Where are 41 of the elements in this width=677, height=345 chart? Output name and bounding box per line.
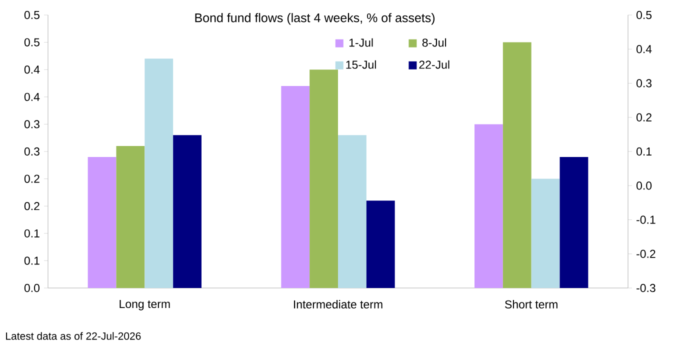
y2-tick-label: 0.4 xyxy=(636,45,652,54)
y2-tick-label: 0.5 xyxy=(636,10,652,20)
y-tick-label: 0.4 xyxy=(24,66,40,74)
bar xyxy=(338,135,366,288)
y-tick-label: 0.4 xyxy=(24,92,40,101)
y2-tick-label: -0.3 xyxy=(636,284,656,292)
bar xyxy=(173,135,202,288)
bar xyxy=(116,146,145,288)
y-tick-label: 0.5 xyxy=(24,38,40,46)
y2-tick-label: 0.0 xyxy=(636,182,652,190)
y-tick-label: 0.3 xyxy=(24,120,40,128)
y2-tick-label: 0.1 xyxy=(636,147,652,156)
y-tick-label: 0.2 xyxy=(24,174,40,183)
bar xyxy=(88,156,116,288)
legend-label: 15-Jul xyxy=(346,60,376,69)
y-tick-label: 0.3 xyxy=(24,147,40,156)
legend-label: 1-Jul xyxy=(349,38,373,47)
y-tick-label: 0.0 xyxy=(24,284,40,292)
y2-tick-label: -0.2 xyxy=(636,250,656,258)
bar xyxy=(281,86,310,288)
y2-tick-label: -0.1 xyxy=(636,216,656,224)
y-tick-label: 0.1 xyxy=(24,256,40,265)
y2-tick-label: 0.3 xyxy=(636,79,652,88)
legend-label: 8-Jul xyxy=(422,38,446,47)
bar xyxy=(144,58,174,288)
chart-title: Bond fund flows (last 4 weeks, % of assets) xyxy=(195,13,435,25)
bar xyxy=(560,156,588,288)
y-tick-label: 0.5 xyxy=(24,10,40,20)
x-tick-label: Intermediate term xyxy=(294,300,382,308)
bar xyxy=(502,42,532,288)
legend-label: 22-Jul xyxy=(419,60,450,69)
y-tick-label: 0.2 xyxy=(24,202,40,210)
y2-tick-label: 0.2 xyxy=(636,113,652,122)
bar xyxy=(474,124,503,288)
y-tick-label: 0.1 xyxy=(24,229,40,238)
x-tick-label: Long term xyxy=(120,300,170,310)
x-tick-label: Short term xyxy=(505,300,558,308)
bar xyxy=(531,178,560,288)
bar xyxy=(366,200,395,288)
bar xyxy=(310,70,338,288)
text: Latest data as of 22-Jul-2026 xyxy=(6,332,141,340)
